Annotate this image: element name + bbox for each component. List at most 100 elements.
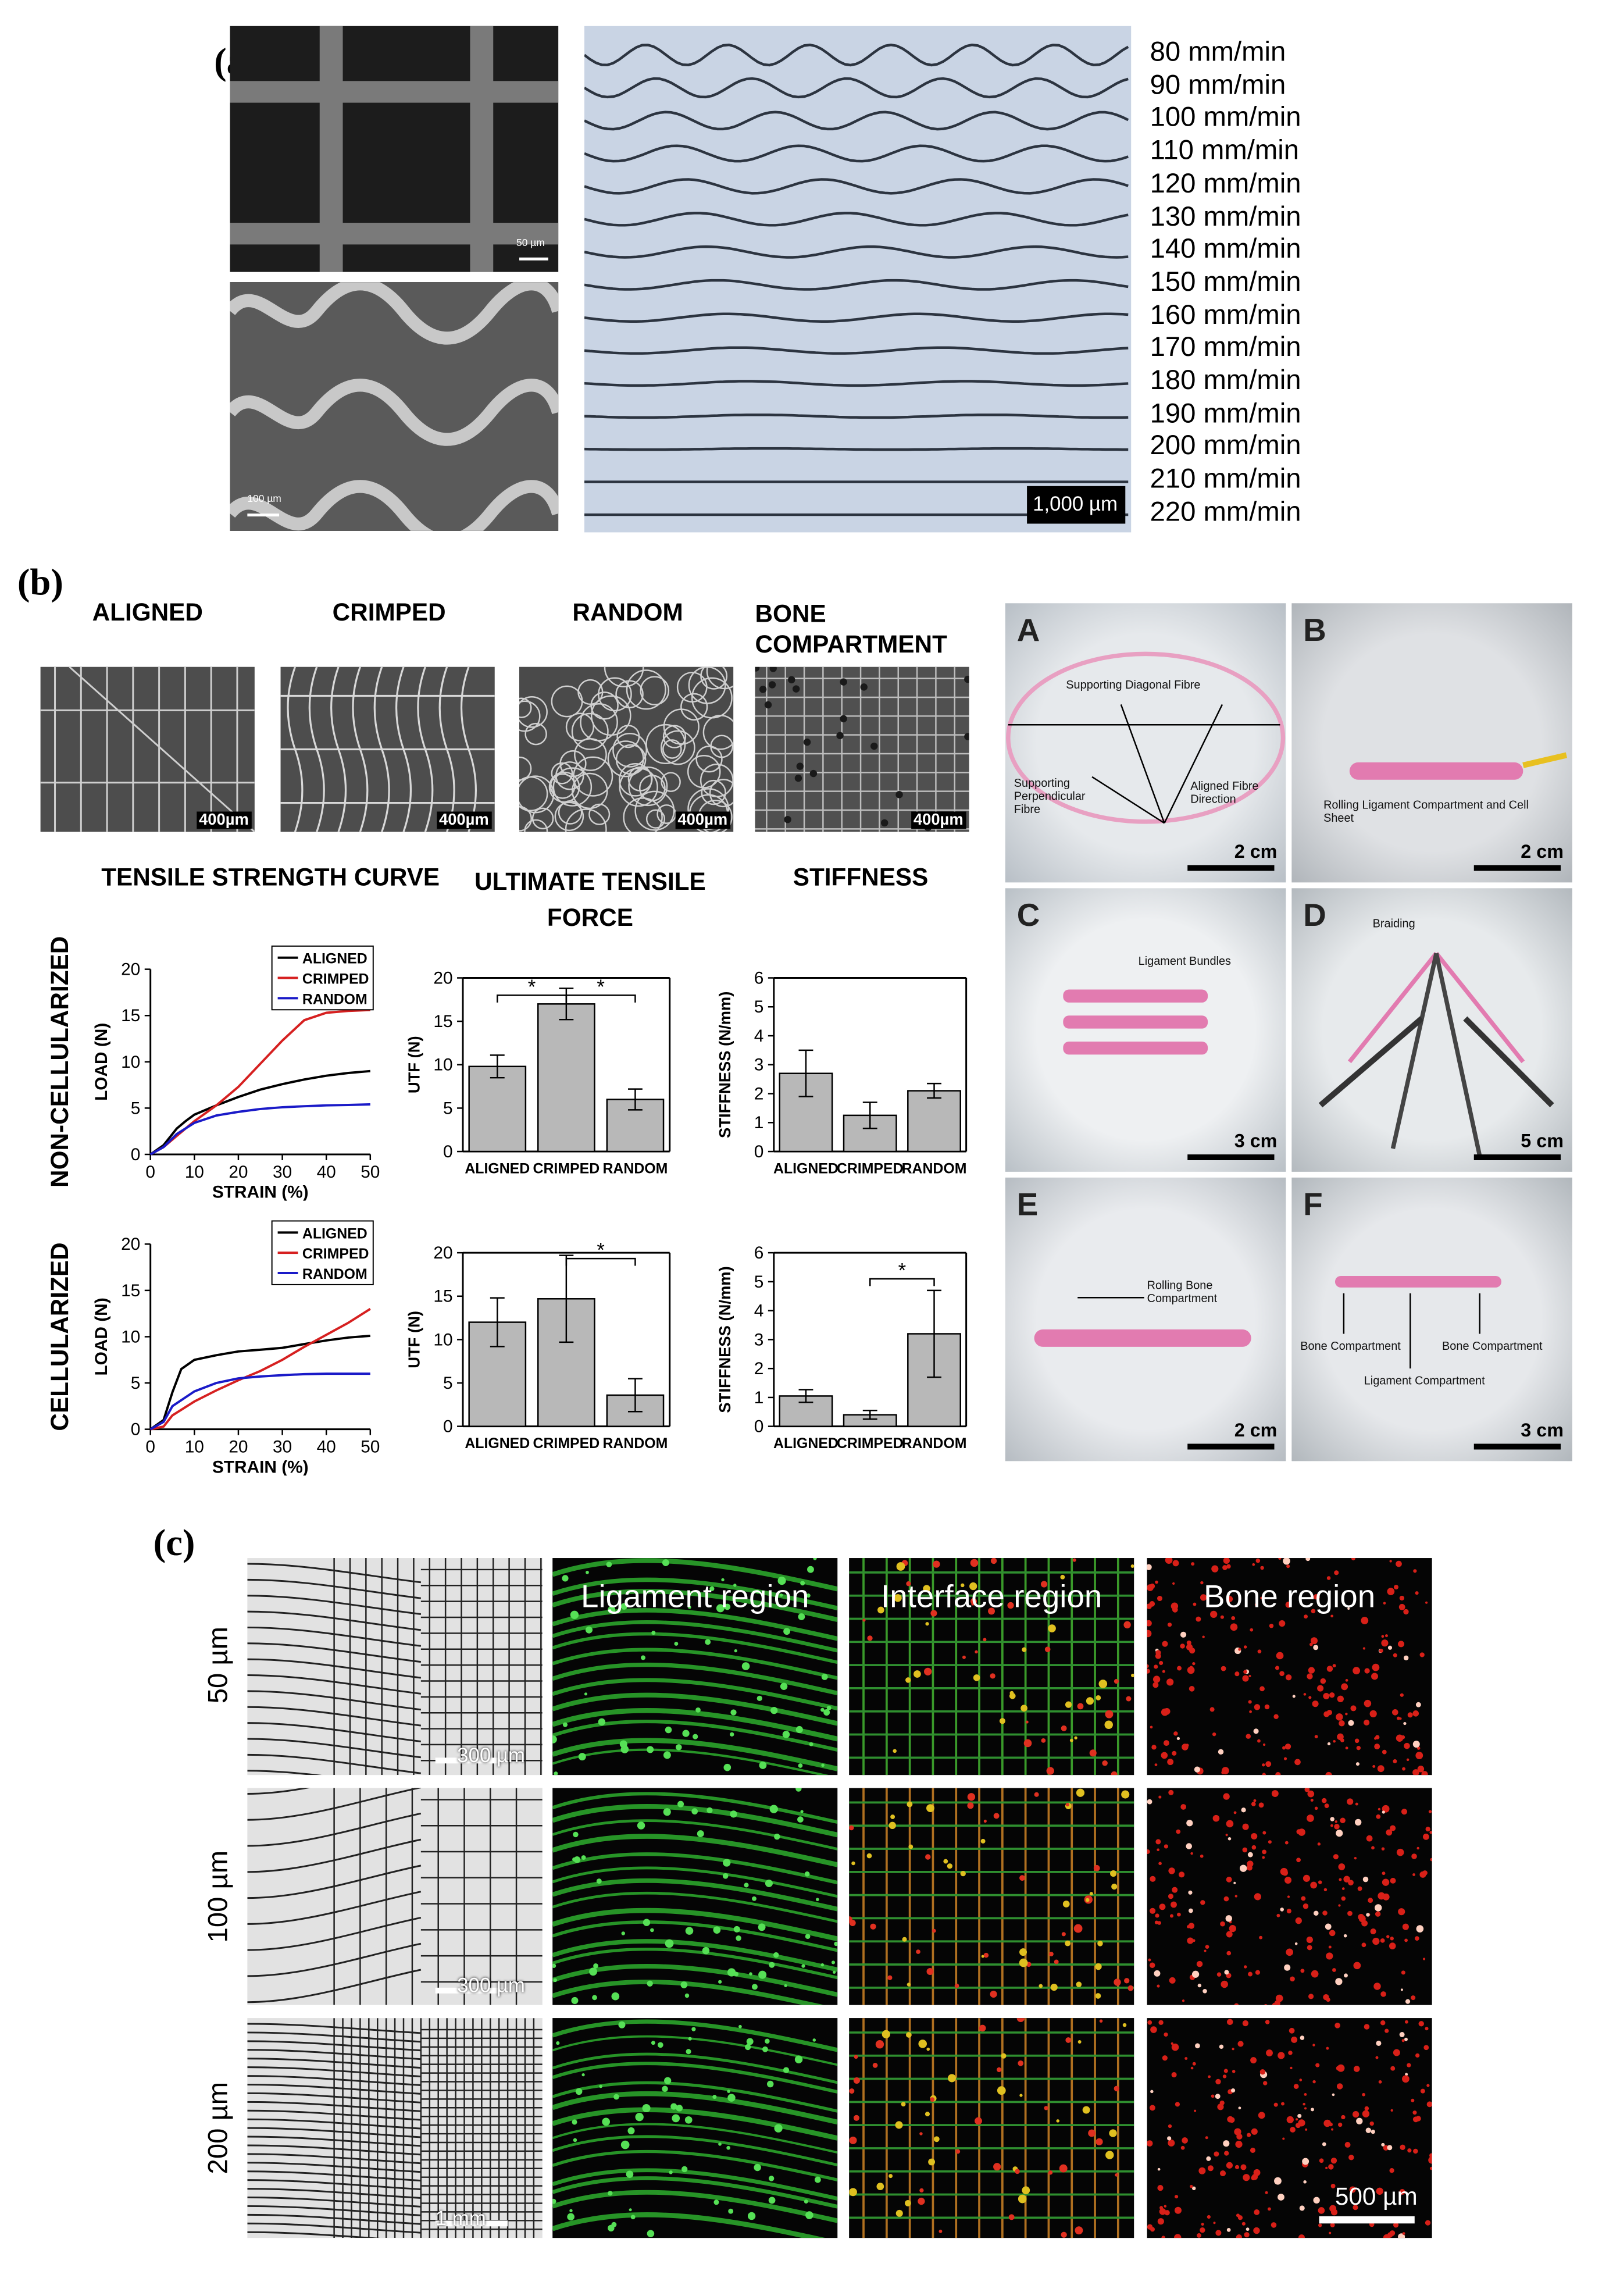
green-cell: [723, 1873, 729, 1879]
red-cell: [1390, 1878, 1396, 1884]
y-tick-label: 10: [433, 1330, 452, 1349]
mixed-cell: [1020, 1705, 1027, 1712]
mixed-cell: [1019, 1875, 1025, 1881]
legend-label: ALIGNED: [302, 951, 367, 967]
red-cell: [1311, 1970, 1319, 1978]
red-cell: [1262, 1773, 1266, 1775]
scaffold-scale-200: 1 mm: [436, 2206, 486, 2229]
green-cell: [759, 1762, 767, 1769]
red-cell: [1353, 1962, 1361, 1969]
mixed-cell: [968, 1793, 975, 1801]
row-title-cell: CELLULARIZED: [47, 1192, 76, 1482]
mixed-cell: [1086, 1898, 1090, 1902]
scaffold-pattern-100: [247, 1788, 542, 2005]
mixed-cell: [943, 1859, 948, 1864]
mixed-cell: [862, 1618, 865, 1621]
red-cell: [1200, 1900, 1205, 1905]
green-cell: [774, 2124, 782, 2133]
red-cell: [1335, 1820, 1337, 1823]
scaffold-image-100: 300 µm: [247, 1788, 542, 2005]
fluorescence-image: Ligament region: [552, 1558, 837, 1775]
red-cell: [1376, 1814, 1380, 1819]
red-cell: [1263, 1744, 1265, 1746]
green-cell: [784, 1984, 787, 1987]
red-cell: [1154, 1970, 1160, 1977]
red-cell: [1239, 2106, 1241, 2109]
red-cell: [1275, 1666, 1279, 1670]
red-cell: [1205, 2136, 1208, 2139]
bar-crimped: [538, 1004, 594, 1151]
green-cell: [613, 2094, 619, 2100]
green-cell: [801, 1964, 805, 1967]
speed-label: 160 mm/min: [1150, 300, 1301, 332]
panel-label-b: (b): [17, 561, 63, 605]
green-cell: [608, 2191, 612, 2195]
photo-a-note-2: Supporting Perpendicular Fibre: [1014, 777, 1101, 816]
red-cell: [1244, 2232, 1249, 2237]
green-cell: [685, 2116, 693, 2124]
mixed-cell: [1074, 1924, 1083, 1933]
red-cell: [1211, 2094, 1215, 2098]
red-cell: [1305, 1558, 1310, 1561]
red-cell: [1262, 1850, 1266, 1855]
mixed-cell: [890, 1814, 895, 1819]
red-cell: [1250, 2148, 1255, 2153]
red-cell: [1388, 1646, 1392, 1650]
random-pattern: [519, 667, 733, 832]
red-cell: [1240, 1864, 1247, 1871]
red-cell: [1430, 1858, 1432, 1862]
red-cell: [1214, 2151, 1219, 2156]
red-cell: [1337, 2083, 1343, 2089]
green-cell: [688, 2037, 692, 2041]
green-cell: [681, 2166, 687, 2172]
red-cell: [1217, 1972, 1221, 1976]
red-cell: [1400, 1694, 1404, 1697]
y-tick-label: 3: [754, 1056, 764, 1075]
red-cell: [1386, 1935, 1389, 1938]
red-cell: [1271, 2222, 1277, 2228]
fluorescence-image: [552, 2018, 837, 2238]
mixed-cell: [901, 2102, 906, 2106]
red-cell: [1336, 1830, 1343, 1837]
red-cell: [1330, 1817, 1334, 1821]
green-cell: [680, 1981, 687, 1988]
photo-e-scale: 2 cm: [1234, 1419, 1278, 1441]
photo-c-scale: 3 cm: [1234, 1130, 1278, 1151]
red-cell: [1317, 1685, 1323, 1691]
category-label: CRIMPED: [533, 1435, 600, 1452]
red-cell: [1294, 1759, 1301, 1766]
red-cell: [1325, 1772, 1332, 1775]
red-cell: [1372, 1938, 1379, 1945]
green-cell: [691, 2027, 695, 2031]
red-cell: [1332, 1968, 1336, 1972]
red-cell: [1223, 1558, 1230, 1564]
red-cell: [1295, 1942, 1298, 1945]
red-cell: [1403, 1924, 1409, 1930]
green-cell: [758, 1971, 766, 1979]
green-cell: [800, 1810, 803, 1813]
fluorescence-image: Bone region: [1147, 1558, 1432, 1775]
red-cell: [1345, 2142, 1351, 2148]
mixed-cell: [849, 2188, 857, 2196]
red-cell: [1238, 1648, 1241, 1651]
red-cell: [1390, 2066, 1395, 2071]
red-cell: [1158, 1862, 1162, 1865]
red-cell: [1165, 1558, 1173, 1564]
red-cell: [1264, 2004, 1268, 2005]
mixed-cell: [1024, 1739, 1032, 1748]
legend-label: RANDOM: [302, 991, 367, 1007]
photo-d: D Braiding 5 cm: [1291, 888, 1572, 1172]
bone-pore: [870, 743, 877, 750]
green-cell: [676, 2105, 683, 2112]
red-cell: [1319, 2158, 1324, 2163]
red-cell: [1413, 1569, 1416, 1573]
green-fibre: [552, 2137, 837, 2165]
row-label-50: 50 µm: [204, 1607, 236, 1723]
photo-e-note: Rolling Bone Compartment: [1147, 1279, 1278, 1305]
red-cell: [1305, 2129, 1307, 2131]
photo-b-scalebar: [1474, 865, 1561, 871]
red-cell: [1348, 2155, 1354, 2160]
red-cell: [1340, 1818, 1346, 1824]
col-title-utf: ULTIMATE TENSILE FORCE: [460, 864, 720, 936]
